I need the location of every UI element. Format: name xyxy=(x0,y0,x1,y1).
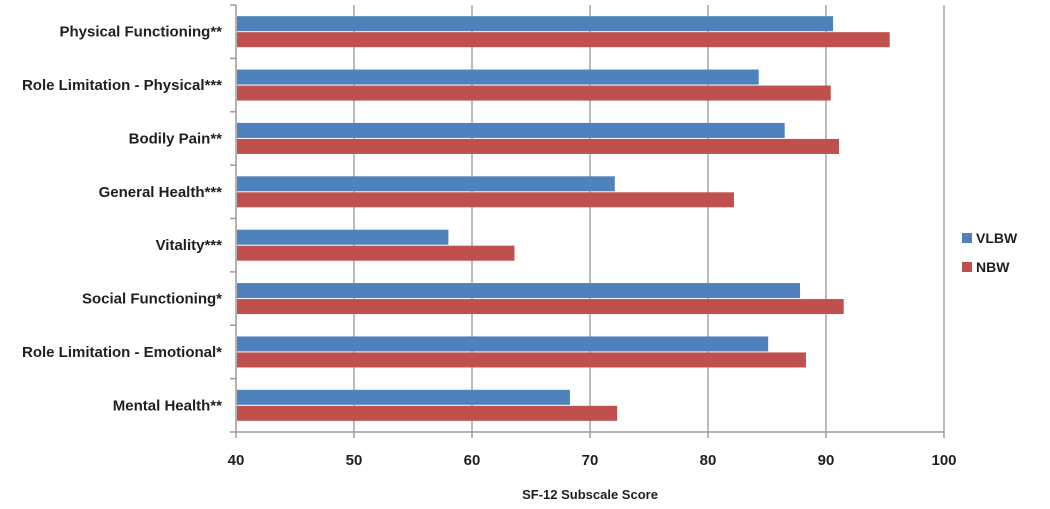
category-label: Bodily Pain** xyxy=(129,130,223,147)
bar-vlbw xyxy=(237,229,449,245)
bars xyxy=(237,16,890,421)
bar-nbw xyxy=(237,352,806,368)
bar-vlbw xyxy=(237,336,769,352)
bar-nbw xyxy=(237,85,831,101)
category-label: Social Functioning* xyxy=(82,291,222,308)
bar-nbw xyxy=(237,245,515,261)
category-label: Role Limitation - Physical*** xyxy=(22,77,222,94)
x-tick-label: 50 xyxy=(346,452,363,469)
category-label: Physical Functioning** xyxy=(59,24,222,41)
axes xyxy=(235,5,944,433)
bar-vlbw xyxy=(237,122,785,138)
x-tick-label: 100 xyxy=(931,452,956,469)
bar-nbw xyxy=(237,405,618,421)
category-labels: Physical Functioning** Role Limitation - … xyxy=(22,24,222,415)
category-label: Mental Health** xyxy=(113,397,222,414)
legend: VLBW NBW xyxy=(962,230,1018,275)
legend-swatch-nbw xyxy=(962,262,972,272)
tick-labels: 40 50 60 70 80 90 100 xyxy=(228,452,957,469)
legend-label-vlbw: VLBW xyxy=(976,230,1018,246)
x-tick-label: 80 xyxy=(700,452,717,469)
bar-vlbw xyxy=(237,389,570,405)
x-tick-label: 90 xyxy=(818,452,835,469)
legend-label-nbw: NBW xyxy=(976,259,1010,275)
x-tick-label: 40 xyxy=(228,452,245,469)
category-label: Vitality*** xyxy=(156,237,223,254)
bar-vlbw xyxy=(237,283,801,299)
x-tick-label: 60 xyxy=(464,452,481,469)
bar-nbw xyxy=(237,138,839,154)
category-label: General Health*** xyxy=(99,184,223,201)
bar-nbw xyxy=(237,299,844,315)
bar-vlbw xyxy=(237,69,759,85)
bar-nbw xyxy=(237,192,734,208)
legend-swatch-vlbw xyxy=(962,233,972,243)
x-tick-label: 70 xyxy=(582,452,599,469)
x-axis-title: SF-12 Subscale Score xyxy=(522,487,658,502)
bar-vlbw xyxy=(237,176,615,192)
bar-vlbw xyxy=(237,16,834,32)
category-label: Role Limitation - Emotional* xyxy=(22,344,222,361)
bar-nbw xyxy=(237,32,890,48)
